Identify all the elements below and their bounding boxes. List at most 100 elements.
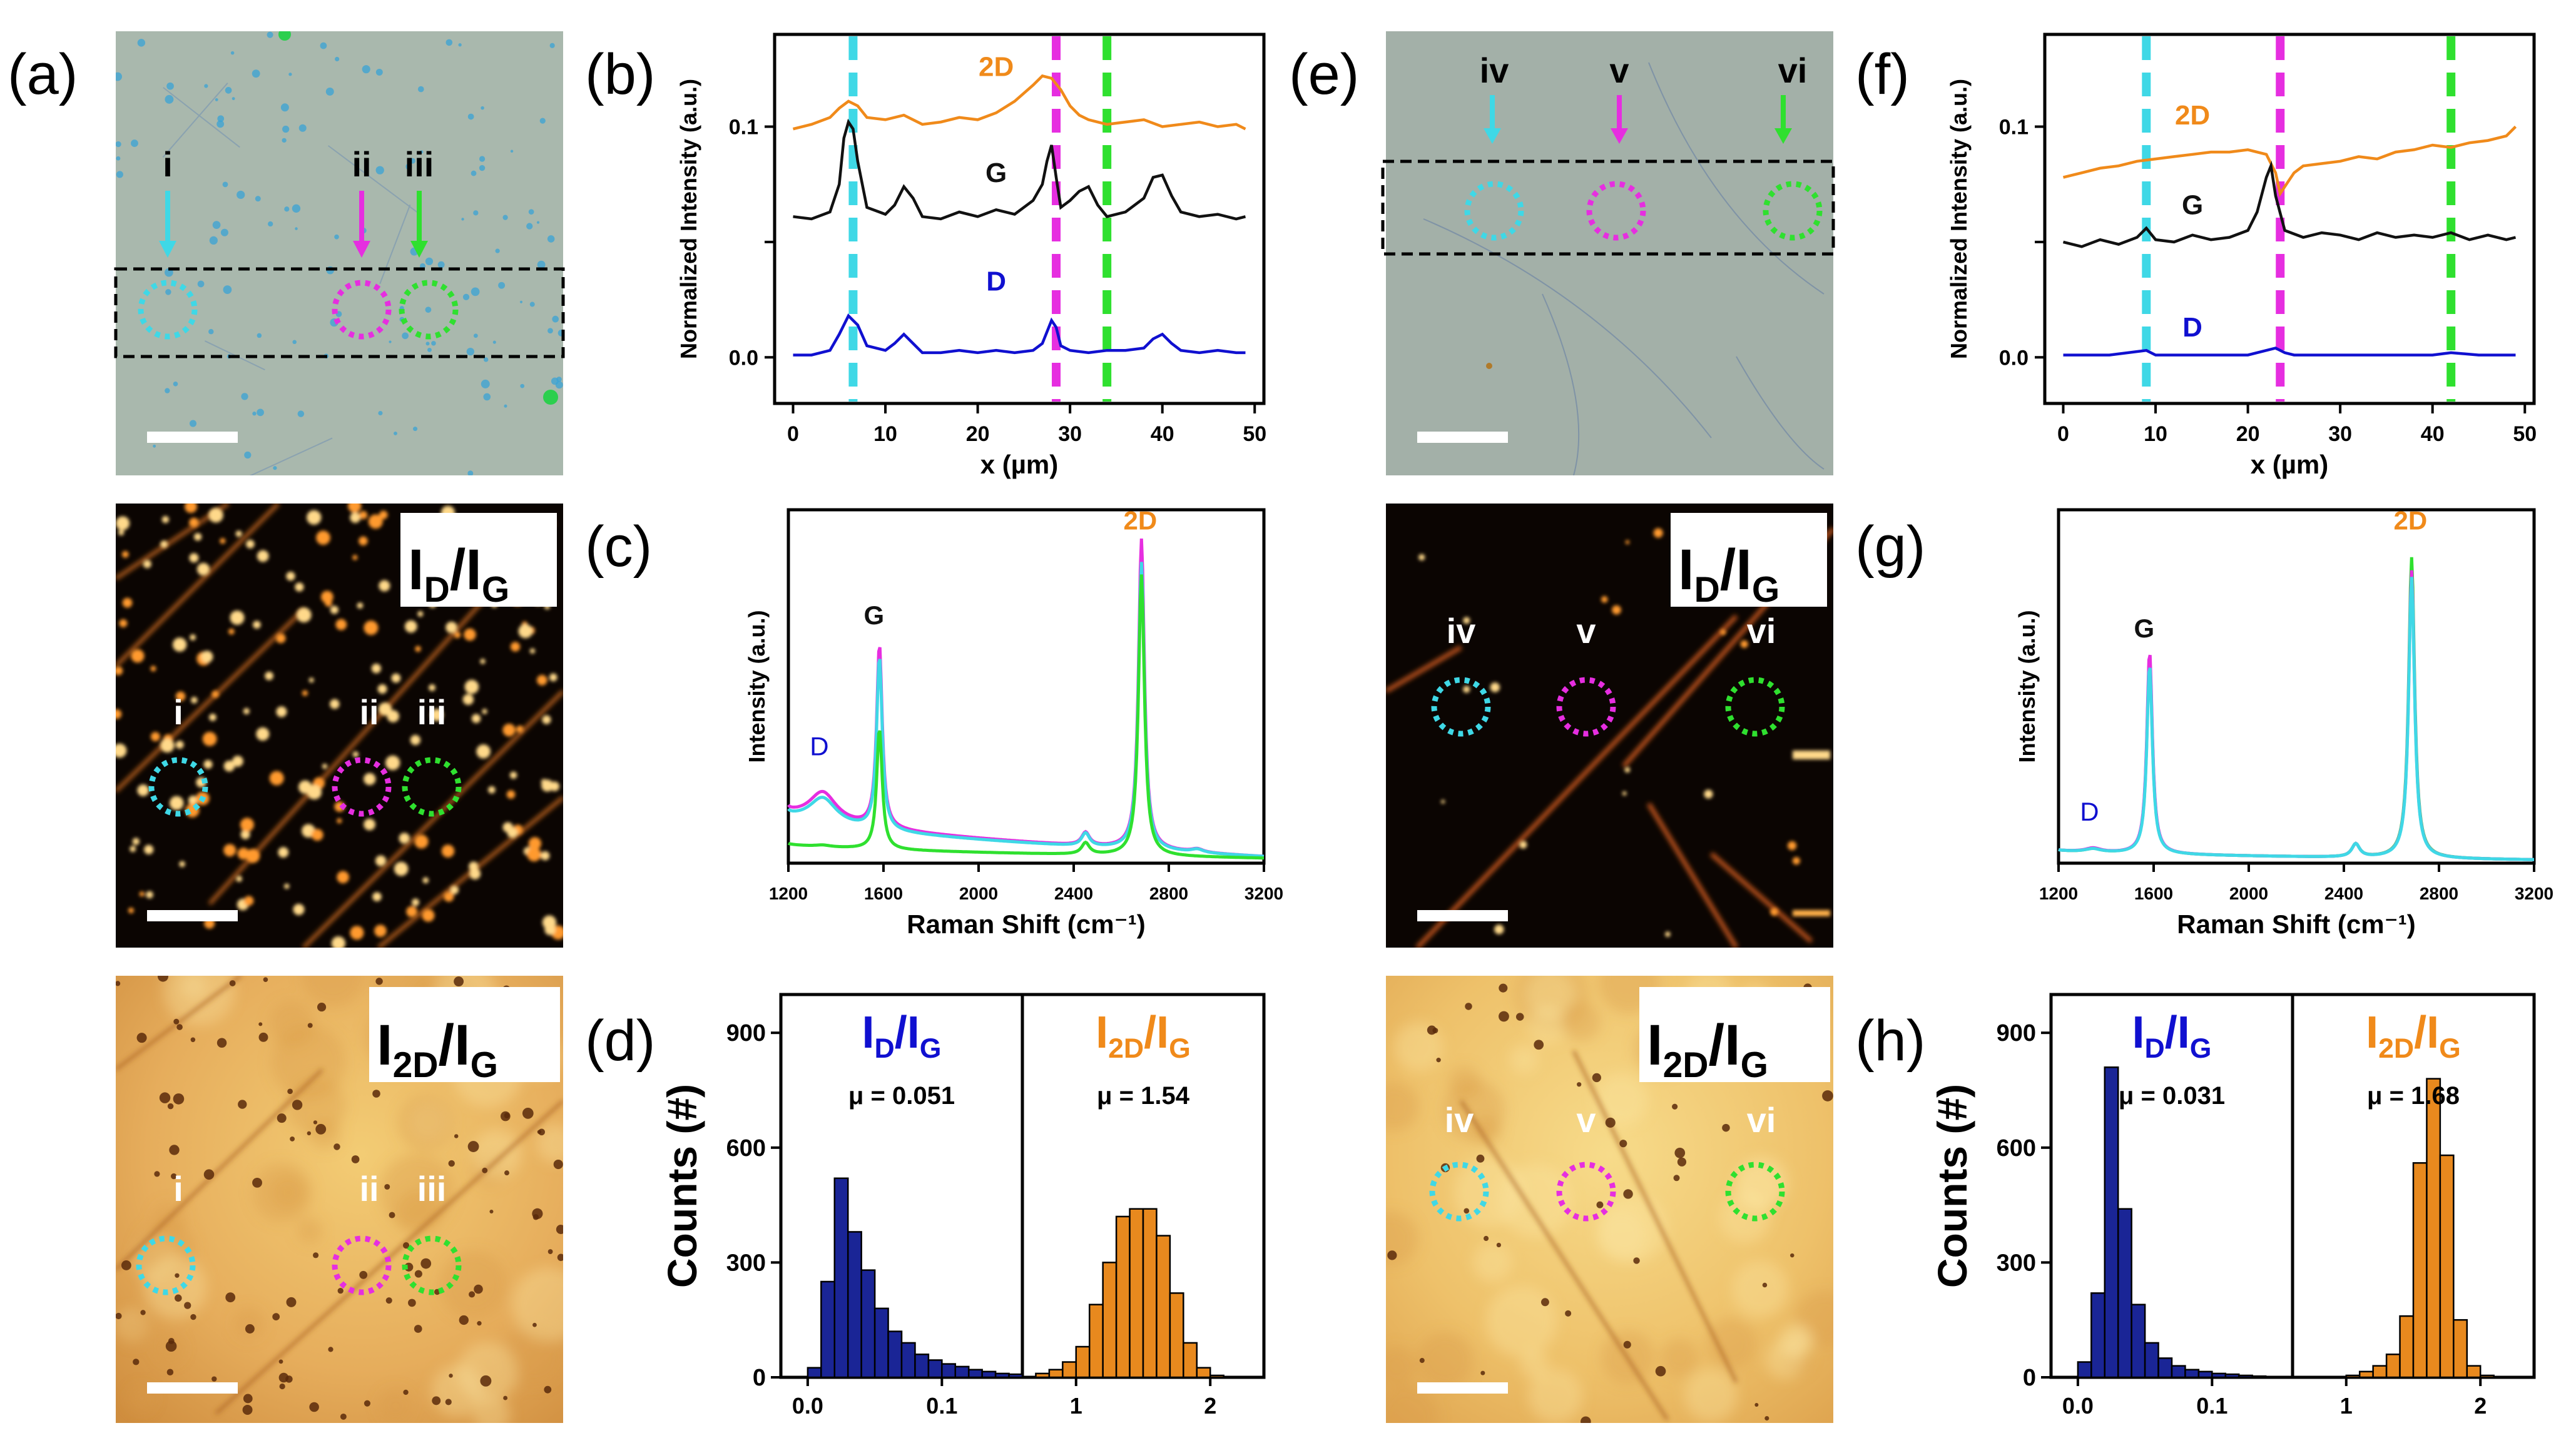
dark-spot (1540, 1298, 1549, 1307)
bilayer-speck (425, 306, 432, 313)
bilayer-speck (166, 82, 174, 90)
y-axis-label: Counts (#) (659, 1084, 705, 1288)
bilayer-speck (325, 88, 334, 96)
dark-spot (537, 1130, 542, 1134)
dark-spot (292, 1100, 303, 1110)
defect-dot (203, 760, 213, 769)
defect-line (1647, 802, 1738, 948)
dark-spot (1480, 1370, 1485, 1375)
bilayer-speck (420, 150, 424, 154)
defect-dot (1793, 751, 1830, 759)
peak-label: D (810, 731, 828, 761)
right-hist-bar (2399, 1315, 2415, 1379)
defect-dot (375, 855, 387, 866)
bilayer-speck (257, 333, 262, 338)
defect-dot (243, 896, 254, 906)
defect-line (116, 608, 305, 793)
left-hist-bar (887, 1330, 903, 1379)
magenta-point-circle (332, 1235, 392, 1295)
defect-dot (237, 848, 250, 860)
dark-spot (238, 1100, 247, 1109)
defect-dot (208, 507, 223, 523)
bilayer-speck (473, 333, 478, 338)
y-axis-label: Intensity (a.u.) (744, 610, 770, 762)
defect-dot (311, 829, 323, 841)
defect-dot (404, 620, 417, 633)
dark-spot (504, 1170, 509, 1176)
series-2D-line (2062, 125, 2517, 198)
texture-blob (1498, 1163, 1572, 1238)
dark-spot (351, 1155, 360, 1163)
defect-dot (146, 891, 153, 899)
right-hist-title-sep: /I (2414, 1008, 2439, 1058)
texture-blob (1660, 1338, 1699, 1377)
y-tick-label: 600 (1997, 1135, 2036, 1162)
defect-dot (169, 796, 184, 811)
x-tick-label: 2400 (1054, 884, 1093, 903)
bilayer-speck (510, 149, 514, 153)
right-hist-title: I2D/IG (1096, 1008, 1191, 1064)
dark-spot (445, 1399, 452, 1405)
defect-line (1709, 852, 1813, 943)
defect-dot (116, 709, 122, 719)
bilayer-speck (467, 470, 474, 475)
bilayer-speck (197, 280, 205, 288)
map-label-id-ig: ID/IG (1678, 538, 1779, 610)
map-texture (1386, 976, 1833, 1423)
defect-dot (378, 702, 392, 716)
chart-c: D G 2D 1200 1600 2000 2400 2800 3200 Raman Shift … (744, 505, 1283, 939)
dark-spot (459, 1315, 469, 1325)
bilayer-speck (216, 120, 225, 128)
bilayer-speck (320, 42, 327, 49)
right-hist-bar (2385, 1354, 2401, 1379)
bilayer-speck (209, 236, 218, 245)
dark-spot (315, 1123, 327, 1135)
defect-dot (1519, 841, 1527, 849)
defect-dot (335, 619, 347, 630)
dark-spot (136, 1033, 147, 1043)
texture-blob (379, 1154, 454, 1229)
right-hist-bar (1035, 1372, 1051, 1379)
texture-blob (472, 1396, 511, 1423)
bilayer-speck (437, 261, 445, 268)
bilayer-speck (116, 156, 121, 161)
series-label: D (986, 266, 1006, 296)
dark-spot (384, 1183, 390, 1190)
left-hist-bar (914, 1354, 930, 1379)
defect-dot (144, 844, 154, 854)
x-tick-label: 2400 (2324, 884, 2363, 903)
defect-dot (394, 861, 409, 876)
bilayer-speck (471, 170, 477, 176)
x-tick-label: 1600 (2134, 884, 2173, 903)
peak-label: 2D (2394, 505, 2428, 535)
chart-b: 2D G D 0 10 20 30 40 50 0.0 0.1 x (µm) Normalized In… (676, 33, 1266, 479)
point-label: v (1609, 51, 1629, 90)
dark-spot (279, 1383, 285, 1390)
wrinkle-line (162, 83, 228, 158)
bilayer-speck (267, 221, 273, 227)
left-hist-bar (967, 1369, 983, 1379)
bilayer-speck (204, 84, 208, 88)
x-tick-label: 2000 (2229, 884, 2268, 903)
bilayer-speck (230, 51, 235, 55)
y-tick-label: 600 (726, 1135, 766, 1162)
left-hist-bar (2104, 1066, 2119, 1379)
right-hist-bar (1209, 1374, 1224, 1379)
bilayer-speck (549, 43, 555, 48)
defect-dot (1665, 931, 1671, 937)
defect-dot (406, 906, 417, 918)
dark-spot (140, 1310, 146, 1315)
defect-dot (518, 624, 533, 639)
defect-dot (510, 642, 521, 652)
defect-dot (116, 666, 123, 676)
defect-dot (228, 628, 235, 635)
defect-dot (223, 761, 235, 772)
defect-dot (211, 691, 219, 698)
defect-dots (1418, 528, 1830, 937)
dark-spot (1619, 1140, 1627, 1148)
left-hist-bar (2077, 1361, 2092, 1379)
bilayer-speck (208, 329, 214, 335)
left-hist-title-sub: D (2145, 1033, 2165, 1064)
panel-letter-d: (d) (585, 1009, 655, 1073)
